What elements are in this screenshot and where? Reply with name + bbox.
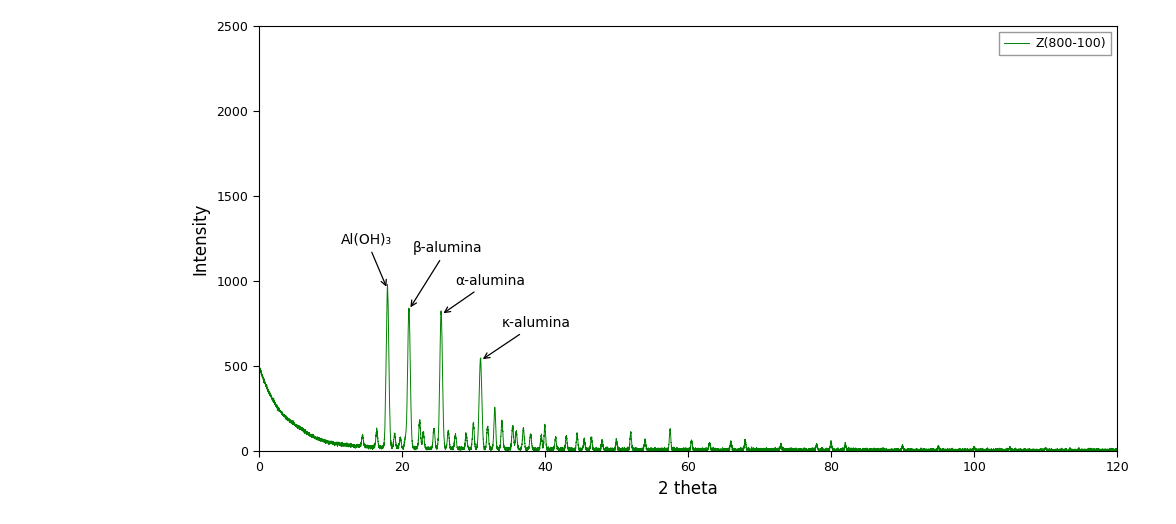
Z(800-100) bbox=[474, 362, 488, 368]
X-axis label: 2 theta: 2 theta bbox=[659, 479, 717, 498]
Z(800-100) bbox=[1110, 447, 1124, 454]
Line: Z(800-100): Z(800-100) bbox=[259, 285, 1117, 451]
Z(800-100) bbox=[462, 447, 476, 454]
Text: β-alumina: β-alumina bbox=[412, 242, 482, 306]
Text: κ-alumina: κ-alumina bbox=[485, 316, 572, 358]
Z(800-100) bbox=[296, 426, 310, 432]
Z(800-100) bbox=[252, 362, 266, 368]
Legend: Z(800-100): Z(800-100) bbox=[1000, 32, 1111, 56]
Z(800-100) bbox=[379, 358, 393, 364]
Y-axis label: Intensity: Intensity bbox=[192, 202, 209, 275]
Z(800-100) bbox=[703, 443, 717, 449]
Text: α-alumina: α-alumina bbox=[445, 274, 526, 312]
Text: Al(OH)₃: Al(OH)₃ bbox=[341, 233, 392, 286]
Z(800-100) bbox=[691, 447, 706, 453]
Z(800-100) bbox=[381, 281, 395, 288]
Z(800-100) bbox=[774, 442, 788, 448]
